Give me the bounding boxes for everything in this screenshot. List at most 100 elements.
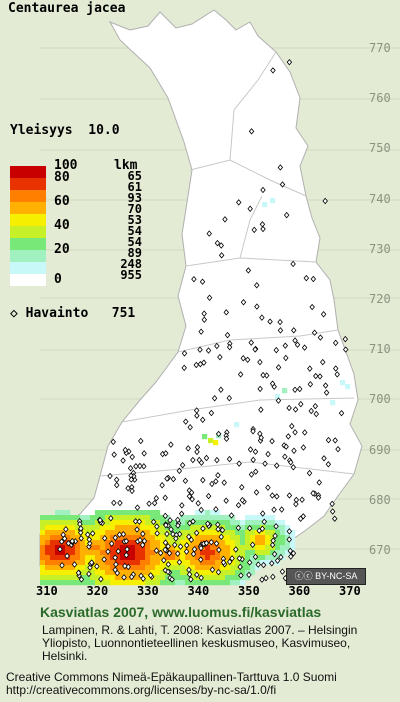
observation-marker bbox=[273, 523, 279, 530]
abundance-cell bbox=[115, 510, 121, 516]
abundance-cell bbox=[115, 580, 121, 586]
abundance-cell bbox=[240, 525, 246, 531]
abundance-cell bbox=[70, 575, 76, 581]
abundance-cell bbox=[190, 540, 196, 546]
observation-marker bbox=[271, 506, 277, 513]
observation-marker bbox=[86, 536, 93, 543]
abundance-cell bbox=[125, 555, 131, 561]
observation-marker bbox=[188, 576, 194, 583]
abundance-cell bbox=[230, 570, 236, 576]
abundance-cell bbox=[165, 515, 171, 521]
abundance-cell bbox=[95, 540, 101, 546]
observation-marker bbox=[269, 541, 276, 549]
observation-marker bbox=[256, 527, 262, 534]
abundance-cell bbox=[100, 560, 106, 566]
observation-marker bbox=[78, 576, 85, 583]
abundance-cell bbox=[115, 575, 121, 581]
abundance-cell bbox=[70, 520, 76, 526]
observation-marker bbox=[163, 521, 169, 529]
observation-marker bbox=[112, 534, 118, 541]
abundance-cell bbox=[65, 575, 71, 581]
abundance-cell bbox=[100, 575, 106, 581]
abundance-cell bbox=[185, 570, 191, 576]
abundance-cell bbox=[225, 570, 231, 576]
abundance-cell bbox=[235, 540, 241, 546]
abundance-cell bbox=[120, 525, 126, 531]
abundance-cell bbox=[50, 580, 56, 586]
observation-marker bbox=[170, 475, 177, 483]
abundance-cell bbox=[55, 565, 61, 571]
observation-marker bbox=[187, 424, 193, 431]
observation-marker bbox=[199, 278, 206, 285]
x-tick-label: 370 bbox=[339, 584, 361, 598]
abundance-cell bbox=[70, 550, 76, 556]
abundance-cell bbox=[150, 545, 156, 551]
abundance-cell bbox=[150, 540, 156, 546]
observation-marker bbox=[178, 510, 185, 518]
abundance-cell bbox=[220, 520, 226, 526]
abundance-cell bbox=[180, 575, 186, 581]
abundance-cell bbox=[170, 560, 176, 566]
observation-marker bbox=[122, 562, 128, 570]
observation-marker bbox=[205, 492, 212, 500]
observation-marker bbox=[332, 339, 339, 347]
abundance-cell bbox=[50, 540, 56, 546]
observation-marker bbox=[313, 410, 319, 418]
abundance-cell bbox=[200, 565, 206, 571]
abundance-cell bbox=[280, 525, 286, 531]
abundance-cell bbox=[225, 565, 231, 571]
abundance-cell bbox=[235, 550, 241, 556]
abundance-cell bbox=[180, 530, 186, 536]
observation-marker bbox=[338, 409, 345, 417]
abundance-cell bbox=[185, 530, 191, 536]
cc-license-badge[interactable]: ⓒⓒ BY-NC-SA bbox=[286, 568, 366, 585]
observation-marker bbox=[313, 372, 319, 380]
abundance-cell bbox=[255, 545, 261, 551]
footer-heading[interactable]: Kasviatlas 2007, www.luomus.fi/kasviatla… bbox=[40, 604, 322, 620]
abundance-cell bbox=[95, 560, 101, 566]
abundance-cell bbox=[213, 440, 219, 446]
abundance-cell bbox=[240, 570, 246, 576]
abundance-cell bbox=[100, 530, 106, 536]
abundance-cell bbox=[90, 580, 96, 586]
abundance-cell bbox=[225, 525, 231, 531]
abundance-cell bbox=[190, 555, 196, 561]
abundance-cell bbox=[230, 565, 236, 571]
legend-count: 248 bbox=[120, 257, 142, 271]
observation-marker bbox=[290, 550, 297, 557]
abundance-cell bbox=[270, 525, 276, 531]
observation-marker bbox=[208, 539, 215, 546]
observation-marker bbox=[329, 508, 336, 515]
observation-marker bbox=[203, 454, 210, 462]
abundance-cell bbox=[60, 560, 66, 566]
abundance-cell bbox=[265, 550, 271, 556]
observation-marker bbox=[323, 389, 330, 396]
legend-swatch bbox=[10, 178, 46, 190]
abundance-cell bbox=[45, 570, 51, 576]
abundance-cell bbox=[225, 555, 231, 561]
observation-marker bbox=[65, 540, 72, 547]
abundance-cell bbox=[115, 520, 121, 526]
abundance-cell bbox=[90, 515, 96, 521]
abundance-cell bbox=[60, 510, 66, 516]
abundance-cell bbox=[75, 525, 81, 531]
observation-marker bbox=[209, 566, 216, 573]
abundance-cell bbox=[230, 530, 236, 536]
abundance-cell bbox=[160, 520, 166, 526]
observation-marker bbox=[111, 451, 117, 458]
abundance-cell bbox=[90, 535, 96, 541]
abundance-cell bbox=[255, 565, 261, 571]
abundance-cell bbox=[80, 550, 86, 556]
abundance-cell bbox=[245, 545, 251, 551]
abundance-cell bbox=[245, 540, 251, 546]
abundance-cell bbox=[155, 575, 161, 581]
observation-marker bbox=[317, 334, 324, 341]
abundance-cell bbox=[180, 580, 186, 586]
observation-marker bbox=[122, 446, 129, 454]
observation-marker bbox=[200, 476, 206, 484]
abundance-cell bbox=[165, 535, 171, 541]
observation-marker bbox=[218, 533, 224, 541]
footer-license[interactable]: Creative Commons Nimeä-Epäkaupallinen-Ta… bbox=[6, 670, 337, 697]
abundance-cell bbox=[195, 565, 201, 571]
abundance-cell bbox=[280, 530, 286, 536]
